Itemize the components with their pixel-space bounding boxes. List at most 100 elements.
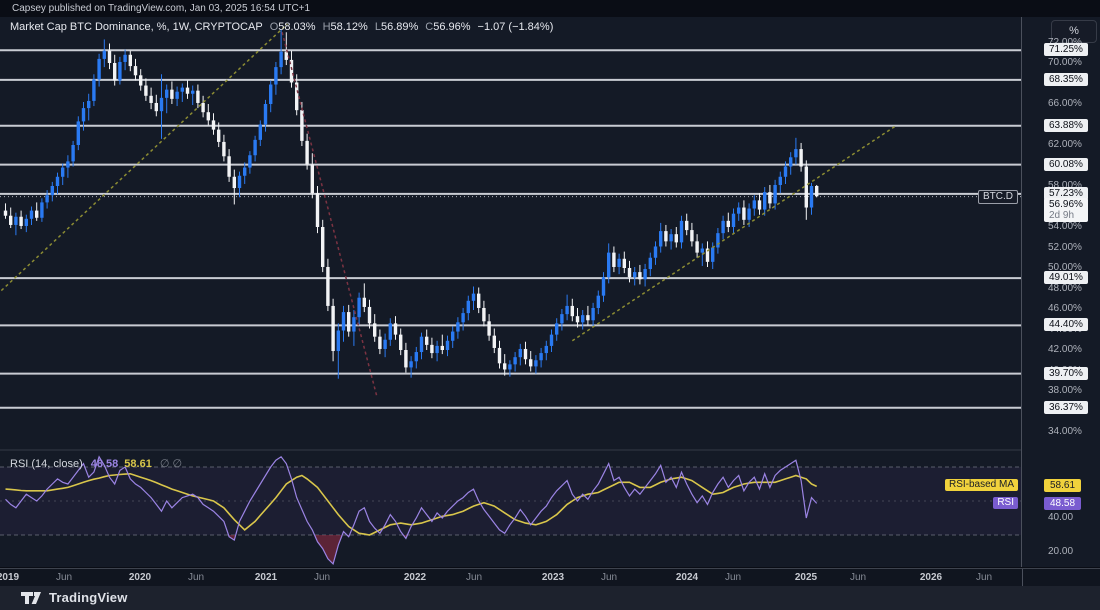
candle-body [159, 97, 164, 112]
time-axis-year-label[interactable]: 2020 [128, 572, 152, 583]
price-level-label: 49.01% [1044, 271, 1088, 285]
price-axis[interactable]: % 72.00%70.00%68.00%66.00%64.00%62.00%60… [1022, 17, 1100, 567]
rsi-ma-value-label: 58.61 [1044, 479, 1082, 493]
candle-body [170, 89, 174, 99]
candle-body [341, 312, 346, 331]
candle-body [383, 339, 387, 349]
change-value: −1.07 (−1.84%) [477, 21, 554, 33]
candle-body [570, 305, 574, 317]
candle-body [539, 353, 543, 361]
percent-unit-button[interactable]: % [1051, 20, 1097, 43]
candle-body [180, 87, 184, 92]
time-axis-month-label[interactable]: Jun [600, 572, 618, 583]
candle-body [201, 102, 205, 113]
candle-body [461, 313, 465, 323]
candle-body [508, 364, 512, 370]
candle-body [633, 272, 637, 278]
time-axis-month-label[interactable]: Jun [55, 572, 73, 583]
candle-body [659, 231, 663, 247]
candle-body [81, 108, 86, 122]
candle-body [274, 67, 278, 85]
tradingview-brand[interactable]: TradingView [20, 590, 128, 605]
rsi-tick-label: 20.00 [1048, 546, 1074, 557]
candle-body [97, 58, 101, 80]
axis-corner-separator [1022, 569, 1023, 586]
chart-canvas[interactable] [0, 17, 1021, 567]
symbol-legend[interactable]: Market Cap BTC Dominance, %, 1W, CRYPTOC… [10, 21, 553, 33]
candle-body [419, 336, 424, 353]
rsi-hidden-plots-markers: ∅ ∅ [159, 458, 183, 470]
time-axis-year-label[interactable]: 2021 [254, 572, 278, 583]
candle-body [716, 233, 720, 248]
price-level-label: 63.88% [1044, 118, 1088, 132]
time-axis-month-label[interactable]: Jun [313, 572, 331, 583]
candle-body [55, 176, 60, 186]
candle-body [243, 167, 247, 176]
candle-body [815, 186, 819, 197]
ohlc-key: H [322, 21, 331, 33]
time-axis-month-label[interactable]: Jun [975, 572, 993, 583]
ohlc-value: 58.12% [330, 21, 368, 33]
time-axis-year-label[interactable]: 2022 [403, 572, 427, 583]
candle-body [211, 120, 216, 130]
time-axis-year-label[interactable]: 2025 [794, 572, 818, 583]
candle-body [700, 248, 704, 253]
trendline [571, 125, 896, 342]
candle-body [300, 110, 304, 141]
candle-body [731, 213, 736, 227]
candle-body [638, 272, 642, 280]
tradingview-logo-icon [21, 591, 41, 604]
current-price-value: 56.96% [1049, 198, 1083, 210]
rsi-name-tag: RSI [993, 497, 1018, 510]
candle-body [331, 305, 335, 352]
candle-body [804, 166, 808, 208]
chart-area[interactable]: Market Cap BTC Dominance, %, 1W, CRYPTOC… [0, 17, 1022, 567]
candle-body [544, 345, 548, 354]
candle-body [534, 360, 538, 367]
candle-body [165, 89, 169, 98]
symbol-title[interactable]: Market Cap BTC Dominance, %, 1W, CRYPTOC… [10, 21, 263, 33]
candle-body [617, 258, 621, 267]
candle-body [690, 230, 694, 242]
time-axis-month-label[interactable]: Jun [724, 572, 742, 583]
time-axis-month-label[interactable]: Jun [465, 572, 483, 583]
candle-body [139, 75, 143, 86]
candle-body [721, 220, 725, 234]
candle-body [367, 306, 372, 324]
rsi-legend[interactable]: RSI (14, close) 48.58 58.61 ∅ ∅ [10, 457, 182, 470]
price-tick-label: 62.00% [1048, 139, 1082, 150]
candle-body [40, 202, 44, 218]
candle-body [404, 350, 408, 368]
candle-body [232, 176, 236, 189]
candle-body [269, 84, 273, 104]
candle-body [601, 277, 606, 296]
candle-body [789, 157, 793, 167]
rsi-ma-legend-value: 58.61 [124, 458, 152, 470]
candle-body [664, 231, 668, 242]
time-axis-month-label[interactable]: Jun [187, 572, 205, 583]
candle-body [425, 336, 429, 345]
candle-body [596, 295, 600, 308]
candle-body [794, 149, 798, 158]
candle-body [357, 297, 361, 318]
time-axis-month-label[interactable]: Jun [849, 572, 867, 583]
time-axis-year-label[interactable]: 2023 [541, 572, 565, 583]
price-tick-label: 46.00% [1048, 303, 1082, 314]
candle-body [653, 246, 658, 258]
candle-body [607, 252, 611, 278]
rsi-legend-title[interactable]: RSI (14, close) [10, 458, 83, 470]
candle-body [347, 312, 351, 332]
time-axis-year-label[interactable]: 2019 [0, 572, 20, 583]
candle-body [123, 54, 127, 62]
candle-body [529, 359, 533, 367]
candle-body [555, 323, 559, 335]
price-tick-label: 54.00% [1048, 221, 1082, 232]
time-axis-year-label[interactable]: 2024 [675, 572, 699, 583]
time-axis[interactable]: 2019 Jun 2020 Jun 2021 Jun 2022 Jun 2023 Jun 2024 J… [0, 568, 1100, 586]
candle-body [362, 297, 366, 307]
candle-body [289, 59, 294, 83]
candle-body [466, 300, 470, 314]
time-axis-year-label[interactable]: 2026 [919, 572, 943, 583]
candle-body [196, 90, 200, 103]
